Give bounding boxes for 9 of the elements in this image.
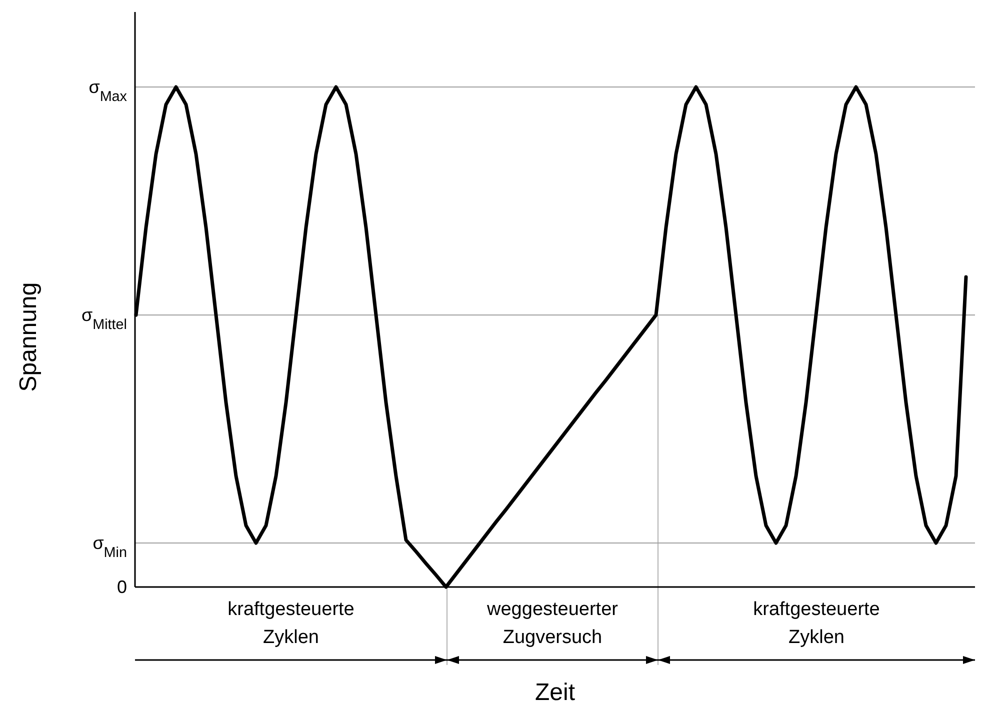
text: kraftgesteuerte Zyklen	[753, 599, 880, 648]
ref-line-label: σ$_{Max}$	[88, 77, 128, 105]
text: weggesteuerter Zugversuch	[486, 599, 619, 648]
x-axis-title: Zeit	[534, 679, 576, 706]
text: kraftgesteuerte Zyklen	[228, 599, 354, 648]
y-axis-title: Spannung	[15, 282, 42, 392]
ref-line-label: σ$_{Mittel}$	[82, 305, 127, 333]
ref-line-label: 0	[116, 577, 127, 597]
ref-line-label: σ$_{Min}$	[92, 533, 127, 561]
